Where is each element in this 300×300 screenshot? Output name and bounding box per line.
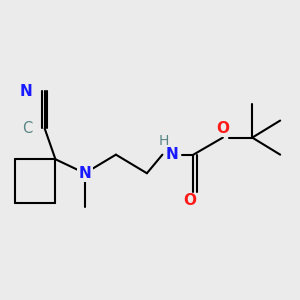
Text: N: N bbox=[165, 147, 178, 162]
Text: N: N bbox=[20, 84, 32, 99]
Text: N: N bbox=[79, 166, 91, 181]
Text: H: H bbox=[159, 134, 169, 148]
Text: C: C bbox=[22, 121, 32, 136]
Text: O: O bbox=[216, 121, 229, 136]
Text: O: O bbox=[183, 194, 196, 208]
